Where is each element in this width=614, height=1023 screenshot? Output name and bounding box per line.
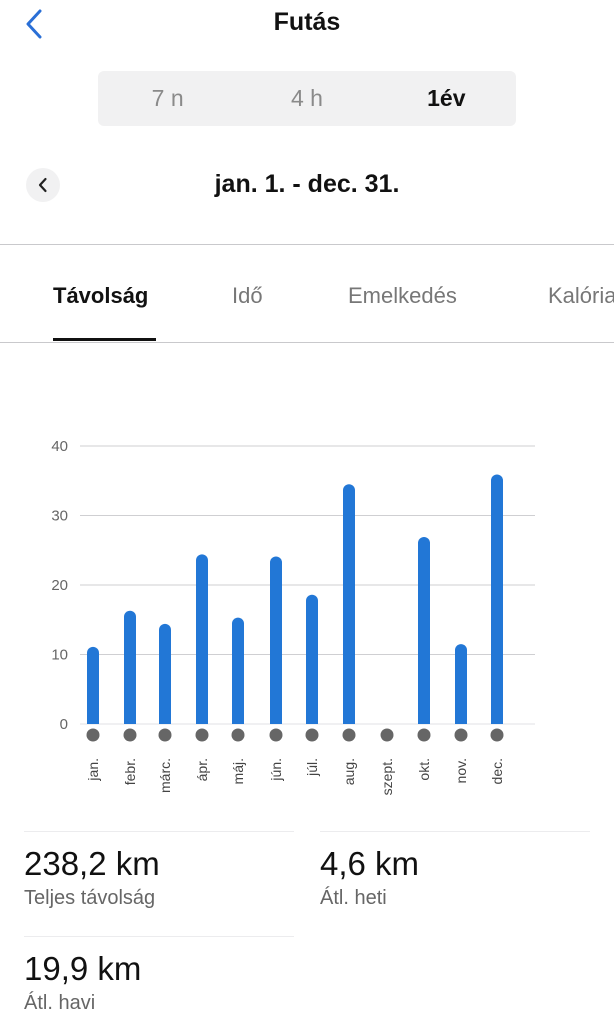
- date-range-label: jan. 1. - dec. 31.: [214, 170, 400, 198]
- section-divider: [0, 244, 614, 245]
- period-selector: 7 n 4 h 1év: [98, 71, 516, 126]
- stat-weekly-average: 4,6 km Átl. heti: [320, 845, 600, 910]
- month-marker: [158, 728, 172, 742]
- bar-base-11: [455, 718, 467, 724]
- x-tick-label: máj.: [230, 758, 246, 784]
- chevron-left-icon: [26, 9, 42, 39]
- page-title: Futás: [273, 8, 341, 36]
- month-marker: [231, 728, 245, 742]
- bar-6: [270, 556, 282, 724]
- stat-divider: [320, 831, 590, 832]
- stat-value: 19,9 km: [24, 950, 142, 987]
- month-marker: [342, 728, 356, 742]
- stat-label: Teljes távolság: [24, 887, 156, 909]
- stat-divider: [24, 831, 294, 832]
- bar-base-12: [491, 718, 503, 724]
- x-tick-label: nov.: [453, 758, 469, 783]
- y-tick-label: 0: [60, 716, 68, 733]
- month-marker: [123, 728, 137, 742]
- stat-divider: [24, 936, 294, 937]
- metric-tabs: Távolság Idő Emelkedés Kalória: [0, 260, 614, 340]
- bar-base-8: [343, 718, 355, 724]
- x-tick-label: márc.: [157, 758, 173, 793]
- x-tick-label: jan.: [85, 758, 101, 782]
- bar-11: [455, 644, 467, 724]
- tab-time[interactable]: Idő: [232, 283, 263, 308]
- bar-base-2: [124, 718, 136, 724]
- stat-monthly-average: 19,9 km Átl. havi: [24, 950, 304, 1015]
- stat-total-distance: 238,2 km Teljes távolság: [24, 845, 304, 910]
- x-tick-label: aug.: [341, 758, 357, 785]
- period-option-1-year[interactable]: 1év: [427, 85, 466, 111]
- tab-calories[interactable]: Kalória: [548, 283, 614, 308]
- period-option-4-months[interactable]: 4 h: [291, 85, 323, 111]
- bar-4: [196, 554, 208, 724]
- x-tick-label: szept.: [379, 758, 395, 795]
- bar-base-3: [159, 718, 171, 724]
- bar-base-1: [87, 718, 99, 724]
- period-option-7-days[interactable]: 7 n: [151, 85, 184, 111]
- y-tick-label: 20: [51, 577, 68, 594]
- tab-distance[interactable]: Távolság: [53, 283, 149, 308]
- y-tick-label: 10: [51, 647, 68, 664]
- bar-base-6: [270, 718, 282, 724]
- month-marker: [417, 728, 431, 742]
- bar-base-5: [232, 718, 244, 724]
- month-marker: [86, 728, 100, 742]
- month-marker: [269, 728, 283, 742]
- bar-5: [232, 617, 244, 724]
- chevron-left-icon: [38, 177, 47, 193]
- bar-10: [418, 537, 430, 724]
- stat-value: 238,2 km: [24, 845, 160, 882]
- bar-1: [87, 646, 99, 724]
- tabs-divider: [0, 342, 614, 343]
- x-tick-label: jún.: [268, 758, 284, 782]
- x-tick-label: dec.: [489, 758, 505, 784]
- month-marker: [305, 728, 319, 742]
- month-marker: [380, 728, 394, 742]
- month-marker: [195, 728, 209, 742]
- bar-12: [491, 474, 503, 724]
- stat-label: Átl. havi: [24, 992, 96, 1014]
- month-marker: [454, 728, 468, 742]
- x-tick-label: okt.: [416, 758, 432, 781]
- bar-base-7: [306, 718, 318, 724]
- bar-7: [306, 594, 318, 724]
- stat-label: Átl. heti: [320, 887, 387, 909]
- bar-base-4: [196, 718, 208, 724]
- bar-3: [159, 623, 171, 724]
- bar-base-10: [418, 718, 430, 724]
- back-button[interactable]: [14, 4, 54, 44]
- tab-elevation[interactable]: Emelkedés: [348, 283, 457, 308]
- y-tick-label: 30: [51, 508, 68, 525]
- distance-bar-chart: 0 10 20 30 40 jan. febr. márc. ápr. máj. jún. júl. a…: [51, 438, 535, 795]
- x-tick-label: júl.: [304, 758, 320, 777]
- x-tick-label: ápr.: [194, 758, 210, 781]
- x-tick-label: febr.: [122, 758, 138, 785]
- bar-8: [343, 484, 355, 724]
- month-marker: [490, 728, 504, 742]
- y-tick-label: 40: [51, 438, 68, 455]
- tab-active-indicator: [53, 338, 156, 341]
- previous-period-button[interactable]: [26, 168, 60, 202]
- stat-value: 4,6 km: [320, 845, 420, 882]
- bar-2: [124, 610, 136, 724]
